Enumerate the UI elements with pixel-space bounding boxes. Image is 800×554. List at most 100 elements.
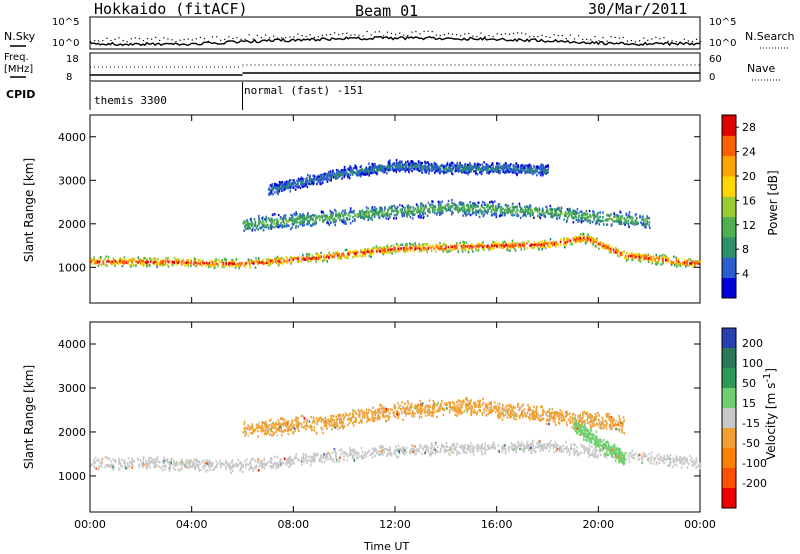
power-cell bbox=[369, 169, 372, 172]
power-cell bbox=[284, 183, 287, 186]
power-cell bbox=[408, 206, 410, 210]
power-cell bbox=[623, 256, 626, 260]
power-cell bbox=[329, 179, 332, 182]
power-cell bbox=[649, 259, 651, 263]
power-cell bbox=[413, 166, 416, 169]
power-cell bbox=[606, 244, 608, 247]
velocity-cell bbox=[417, 447, 420, 450]
power-cell bbox=[255, 227, 258, 230]
power-cell bbox=[574, 210, 577, 214]
power-cell bbox=[95, 261, 98, 265]
nsearch-point bbox=[407, 35, 409, 37]
power-cell bbox=[502, 170, 504, 173]
velocity-cell bbox=[587, 447, 590, 451]
power-cell bbox=[241, 262, 243, 265]
velocity-cell bbox=[477, 450, 479, 453]
velocity-cell bbox=[176, 460, 178, 464]
power-cell bbox=[361, 209, 364, 212]
power-cell bbox=[277, 257, 280, 260]
power-cell bbox=[489, 170, 491, 173]
power-cell bbox=[528, 206, 530, 209]
power-cell bbox=[482, 205, 484, 209]
power-cell bbox=[98, 263, 101, 266]
power-cell bbox=[351, 251, 354, 254]
power-cell bbox=[264, 261, 266, 265]
power-cell bbox=[365, 215, 367, 218]
power-cell bbox=[390, 164, 393, 168]
power-cell bbox=[649, 255, 652, 258]
power-cell bbox=[618, 254, 621, 258]
power-cell bbox=[159, 264, 161, 267]
power-cell bbox=[674, 263, 676, 267]
power-cell bbox=[601, 219, 604, 223]
power-cell bbox=[452, 165, 454, 168]
power-cell bbox=[343, 222, 346, 225]
power-cell bbox=[690, 262, 693, 265]
power-cell bbox=[517, 164, 520, 168]
power-cell bbox=[281, 180, 284, 184]
power-cell bbox=[336, 251, 338, 254]
power-cell bbox=[564, 212, 566, 216]
power-cell bbox=[476, 166, 479, 169]
power-cell bbox=[123, 259, 126, 262]
velocity-cell bbox=[435, 449, 438, 453]
power-cell bbox=[323, 253, 325, 257]
power-cell bbox=[377, 168, 379, 171]
power-cell bbox=[644, 224, 646, 227]
power-cell bbox=[257, 262, 259, 265]
power-cell bbox=[326, 219, 329, 222]
velocity-cell bbox=[596, 449, 598, 452]
power-cell bbox=[496, 208, 498, 211]
power-cell bbox=[256, 224, 259, 227]
power-cell bbox=[301, 224, 304, 227]
power-cell bbox=[631, 222, 634, 225]
power-cell bbox=[451, 201, 453, 205]
power-cell bbox=[449, 209, 452, 212]
power-cell bbox=[496, 166, 499, 169]
power-cell bbox=[305, 180, 307, 183]
power-cell bbox=[369, 210, 371, 213]
power-cell bbox=[409, 249, 412, 252]
power-cell bbox=[370, 216, 373, 220]
power-cell bbox=[365, 249, 367, 252]
nsearch-point bbox=[508, 33, 511, 35]
power-cell bbox=[354, 166, 356, 170]
velocity-cell bbox=[382, 453, 384, 456]
power-cell bbox=[502, 207, 504, 210]
power-cell bbox=[257, 228, 259, 231]
velocity-cell bbox=[516, 445, 519, 448]
velocity-cell bbox=[563, 447, 566, 451]
power-cell bbox=[408, 167, 410, 170]
power-cell bbox=[395, 163, 398, 167]
velocity-cell bbox=[453, 447, 455, 450]
power-cell bbox=[121, 264, 124, 268]
velocity-cell bbox=[100, 465, 103, 468]
power-cell bbox=[544, 242, 546, 245]
power-cell bbox=[449, 248, 451, 252]
power-cell bbox=[538, 167, 541, 170]
velocity-cell bbox=[325, 456, 328, 459]
power-cell bbox=[331, 175, 334, 178]
power-cell bbox=[200, 259, 202, 262]
power-cell bbox=[338, 175, 341, 178]
power-cell bbox=[408, 164, 411, 168]
power-cell bbox=[559, 240, 562, 244]
power-cell bbox=[471, 212, 474, 215]
velocity-cell bbox=[652, 462, 654, 465]
power-cell bbox=[301, 218, 303, 221]
power-cell bbox=[510, 243, 512, 246]
power-cell bbox=[253, 260, 256, 264]
power-cell bbox=[266, 261, 268, 264]
power-cell bbox=[526, 242, 528, 245]
power-cell bbox=[221, 266, 223, 269]
power-cell bbox=[315, 222, 318, 225]
power-cell bbox=[305, 178, 307, 181]
nsearch-point bbox=[557, 34, 559, 37]
power-cell bbox=[105, 255, 107, 258]
power-cell bbox=[333, 217, 336, 220]
velocity-cell bbox=[353, 448, 356, 452]
power-cell bbox=[166, 257, 168, 260]
power-cell bbox=[279, 257, 282, 261]
power-cell bbox=[438, 213, 441, 216]
nsearch-point bbox=[203, 38, 206, 40]
